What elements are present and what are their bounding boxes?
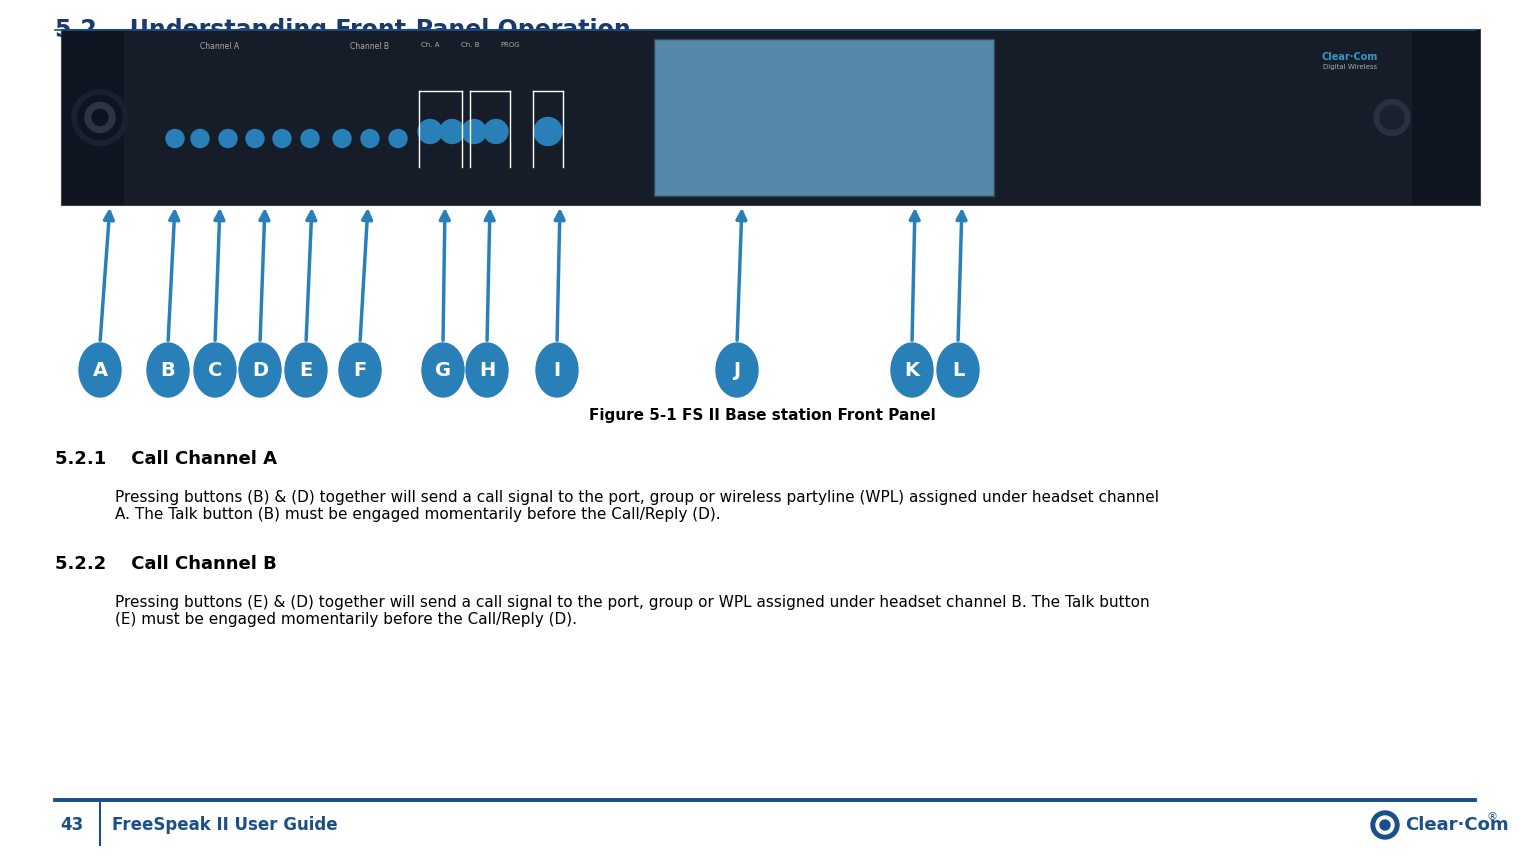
Ellipse shape — [891, 343, 933, 397]
Ellipse shape — [194, 343, 236, 397]
Circle shape — [72, 90, 128, 146]
Circle shape — [332, 129, 351, 147]
FancyBboxPatch shape — [124, 30, 1412, 205]
Circle shape — [441, 120, 464, 144]
Text: B: B — [160, 360, 175, 379]
Circle shape — [300, 129, 319, 147]
Text: Clear·Com: Clear·Com — [1322, 52, 1379, 62]
Text: D: D — [252, 360, 268, 379]
Ellipse shape — [146, 343, 189, 397]
Circle shape — [166, 129, 185, 147]
Ellipse shape — [467, 343, 508, 397]
Circle shape — [1380, 820, 1389, 830]
Text: C: C — [207, 360, 223, 379]
Ellipse shape — [79, 343, 120, 397]
Text: K: K — [904, 360, 920, 379]
Text: J: J — [734, 360, 741, 379]
FancyBboxPatch shape — [654, 39, 994, 196]
Circle shape — [1376, 816, 1394, 834]
Text: PROG: PROG — [500, 42, 520, 48]
FancyBboxPatch shape — [63, 30, 1479, 205]
Text: I: I — [554, 360, 561, 379]
Circle shape — [85, 103, 114, 133]
Text: A: A — [93, 360, 108, 379]
Ellipse shape — [535, 343, 578, 397]
Circle shape — [418, 120, 442, 144]
Text: Channel B: Channel B — [351, 42, 389, 51]
Circle shape — [1371, 811, 1398, 839]
Text: E: E — [299, 360, 313, 379]
Text: Ch. A: Ch. A — [421, 42, 439, 48]
Text: 5.2.2    Call Channel B: 5.2.2 Call Channel B — [55, 555, 276, 573]
Text: Ch. B: Ch. B — [461, 42, 479, 48]
Circle shape — [273, 129, 291, 147]
Circle shape — [361, 129, 380, 147]
Ellipse shape — [422, 343, 464, 397]
Text: L: L — [952, 360, 964, 379]
Text: Pressing buttons (B) & (D) together will send a call signal to the port, group o: Pressing buttons (B) & (D) together will… — [114, 490, 1159, 522]
Text: 5.2.1    Call Channel A: 5.2.1 Call Channel A — [55, 450, 278, 468]
Text: Clear·Com: Clear·Com — [1405, 816, 1508, 834]
Circle shape — [1374, 99, 1411, 135]
Text: Channel A: Channel A — [200, 42, 239, 51]
Ellipse shape — [285, 343, 326, 397]
Circle shape — [220, 129, 236, 147]
Circle shape — [191, 129, 209, 147]
FancyBboxPatch shape — [63, 30, 124, 205]
Circle shape — [246, 129, 264, 147]
Circle shape — [1380, 105, 1405, 129]
Text: Pressing buttons (E) & (D) together will send a call signal to the port, group o: Pressing buttons (E) & (D) together will… — [114, 595, 1150, 627]
Text: Digital Wireless: Digital Wireless — [1324, 64, 1377, 70]
Text: F: F — [354, 360, 366, 379]
Circle shape — [92, 110, 108, 126]
Ellipse shape — [936, 343, 979, 397]
Ellipse shape — [339, 343, 381, 397]
Text: Figure 5-1 FS II Base station Front Panel: Figure 5-1 FS II Base station Front Pane… — [589, 408, 936, 423]
Ellipse shape — [239, 343, 281, 397]
Circle shape — [483, 120, 508, 144]
Circle shape — [389, 129, 407, 147]
Text: G: G — [435, 360, 451, 379]
Text: ®: ® — [1487, 812, 1498, 822]
Circle shape — [78, 96, 122, 140]
FancyBboxPatch shape — [1412, 30, 1479, 205]
Text: H: H — [479, 360, 496, 379]
Text: 5.2    Understanding Front-Panel Operation: 5.2 Understanding Front-Panel Operation — [55, 18, 631, 42]
Circle shape — [462, 120, 486, 144]
Text: FreeSpeak II User Guide: FreeSpeak II User Guide — [111, 816, 337, 834]
Text: 43: 43 — [59, 816, 84, 834]
Circle shape — [534, 117, 563, 146]
Ellipse shape — [717, 343, 758, 397]
